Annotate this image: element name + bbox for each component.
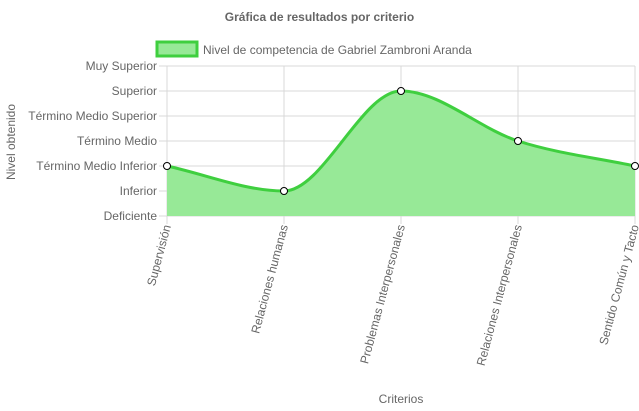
series-area xyxy=(167,91,635,216)
y-tick-label: Término Medio Inferior xyxy=(36,159,157,173)
y-tick-label: Deficiente xyxy=(104,209,158,223)
x-tick-label: Problemas Interpersonales xyxy=(357,223,408,365)
data-point[interactable] xyxy=(163,162,171,170)
x-axis-labels: Supervisión Relaciones humanas Problemas I… xyxy=(144,223,639,367)
y-axis-labels: Deficiente Inferior Término Medio Inferior… xyxy=(28,59,157,223)
series-line xyxy=(166,89,636,193)
data-point[interactable] xyxy=(514,137,522,145)
x-axis-title: Criterios xyxy=(379,392,424,406)
legend-swatch xyxy=(155,40,199,58)
data-point[interactable] xyxy=(397,87,405,95)
y-tick-label: Término Medio xyxy=(77,134,157,148)
x-tick-label: Relaciones Interpersonales xyxy=(474,223,525,367)
legend[interactable]: Nivel de competencia de Gabriel Zambroni… xyxy=(155,40,472,58)
legend-label: Nivel de competencia de Gabriel Zambroni… xyxy=(203,43,472,57)
data-point[interactable] xyxy=(631,162,639,170)
x-tick-label: Sentido Común y Tacto xyxy=(596,223,639,347)
chart-title: Gráfica de resultados por criterio xyxy=(225,10,414,24)
y-axis-title: Nivel obtenido xyxy=(4,104,18,180)
y-tick-label: Término Medio Superior xyxy=(28,109,157,123)
y-tick-label: Muy Superior xyxy=(86,59,157,73)
data-point[interactable] xyxy=(280,187,288,195)
x-tick-label: Supervisión xyxy=(144,223,174,287)
data-points xyxy=(163,87,639,195)
y-tick-label: Inferior xyxy=(120,184,157,198)
y-tick-label: Superior xyxy=(112,84,157,98)
x-tick-label: Relaciones humanas xyxy=(248,223,291,335)
